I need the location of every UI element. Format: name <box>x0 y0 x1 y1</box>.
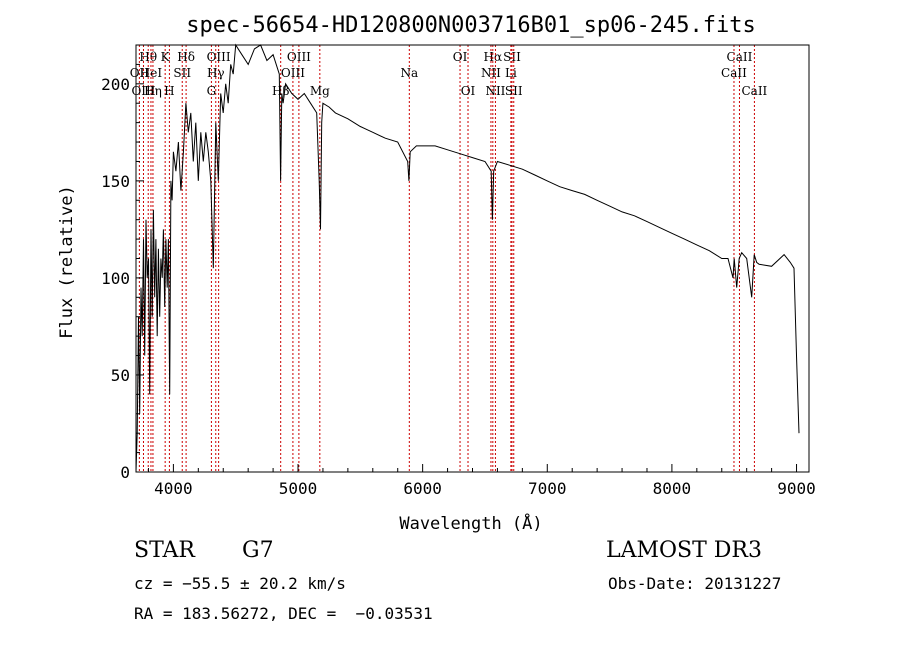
y-tick-label-0: 0 <box>120 463 130 482</box>
line-label-25: CaII <box>727 50 753 64</box>
line-label-18: OI <box>461 84 476 98</box>
survey-name: LAMOST DR3 <box>606 538 762 563</box>
line-label-3: OIII <box>131 84 155 98</box>
x-tick-label-5: 9000 <box>777 479 816 498</box>
redshift-text: cz = −55.5 ± 20.2 km/s <box>134 574 346 593</box>
line-label-21: NII <box>485 84 505 98</box>
x-tick-label-1: 5000 <box>279 479 318 498</box>
y-tick-label-3: 150 <box>101 172 130 191</box>
object-class: STAR <box>134 538 195 563</box>
line-label-27: CaII <box>741 84 767 98</box>
y-tick-label-1: 50 <box>111 366 130 385</box>
line-label-7: SII <box>173 66 191 80</box>
line-label-8: Hδ <box>177 50 195 64</box>
y-axis-label: Flux (relative) <box>57 185 77 339</box>
line-label-16: Na <box>400 66 418 80</box>
radec-text: RA = 183.56272, DEC = −0.03531 <box>134 604 433 623</box>
line-label-22: SII <box>503 50 521 64</box>
line-label-11: G <box>207 84 217 98</box>
line-label-13: OIII <box>281 66 305 80</box>
x-tick-label-0: 4000 <box>154 479 193 498</box>
x-tick-label-3: 7000 <box>528 479 567 498</box>
line-label-9: OIII <box>207 50 231 64</box>
line-label-17: OI <box>453 50 468 64</box>
line-label-15: Mg <box>310 84 330 98</box>
line-label-0: Hθ <box>139 50 157 64</box>
y-tick-label-2: 100 <box>101 269 130 288</box>
line-label-24: SII <box>505 84 523 98</box>
line-label-5: K <box>161 50 171 64</box>
line-label-4: Hη <box>144 84 162 98</box>
x-axis-ticks: 4000 5000 6000 7000 8000 9000 <box>147 464 816 498</box>
line-label-6: H <box>164 84 174 98</box>
plot-frame <box>135 44 810 473</box>
line-label-19: Hα <box>484 50 503 64</box>
line-label-20: NII <box>481 66 501 80</box>
line-label-26: CaII <box>721 66 747 80</box>
obs-date-text: Obs-Date: 20131227 <box>608 574 782 593</box>
line-label-2: HeI <box>140 66 163 80</box>
object-subclass: G7 <box>242 538 274 563</box>
x-tick-label-4: 8000 <box>653 479 692 498</box>
y-tick-label-4: 200 <box>101 75 130 94</box>
x-tick-label-2: 6000 <box>403 479 442 498</box>
flux-series-line <box>135 43 800 473</box>
line-label-1: OII <box>130 66 150 80</box>
x-axis-label: Wavelength (Å) <box>399 512 542 534</box>
line-label-10: Hγ <box>207 66 225 80</box>
line-label-23: Li <box>505 66 517 80</box>
chart-title: spec-56654-HD120800N003716B01_sp06-245.f… <box>186 13 756 38</box>
y-axis-ticks: 0 50 100 150 200 <box>101 44 144 482</box>
line-label-12: OIII <box>287 50 311 64</box>
